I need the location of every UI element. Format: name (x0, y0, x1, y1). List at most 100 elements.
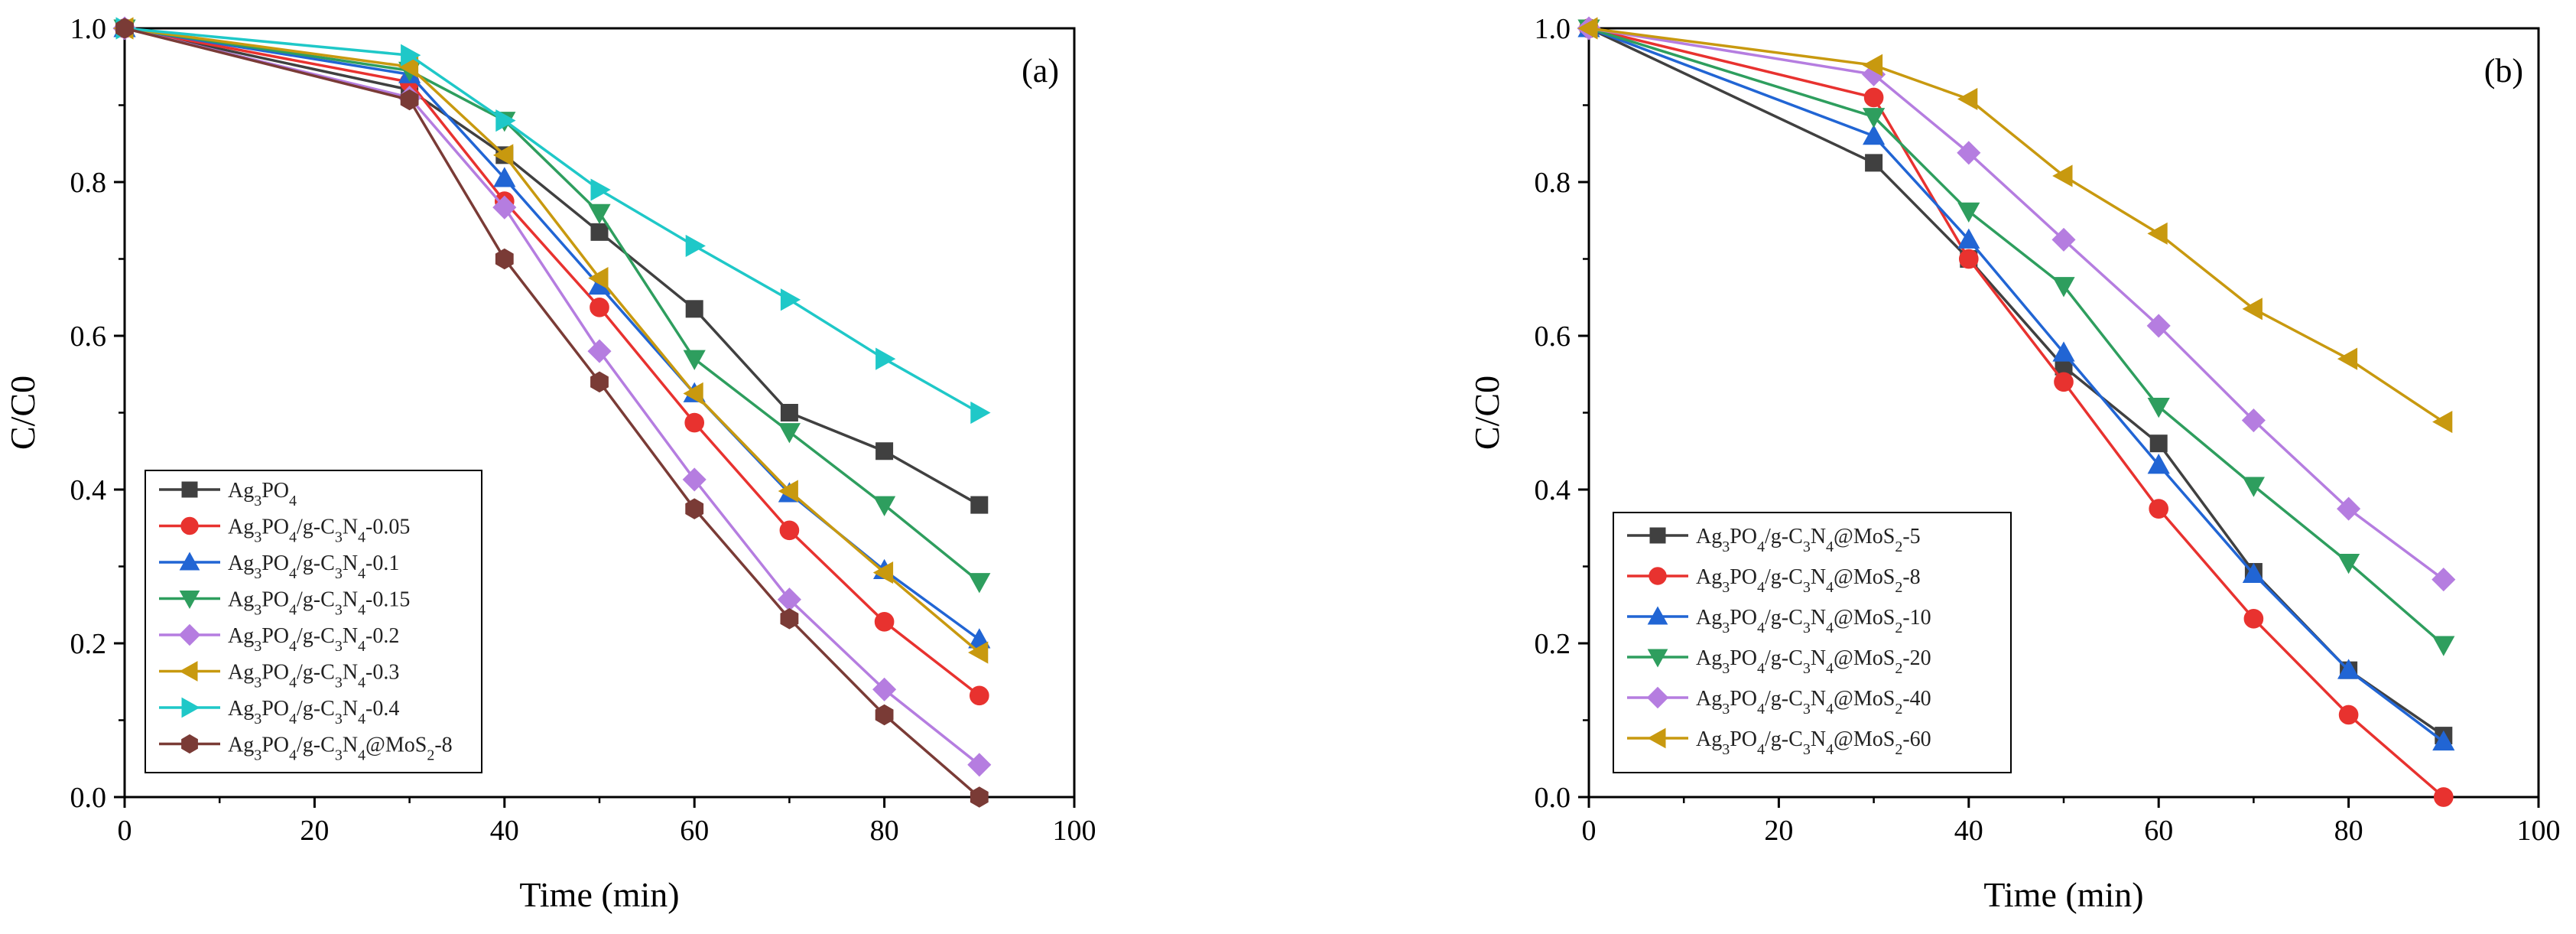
legend-swatch-marker (181, 734, 198, 754)
legend-swatch-marker (179, 661, 198, 682)
legend-swatch-marker (1647, 727, 1666, 749)
legend-label: Ag3PO4 (228, 479, 297, 509)
legend-label: Ag3PO4/g-C3N4@MoS2-40 (1696, 687, 1931, 718)
data-point (970, 786, 989, 808)
data-point (685, 300, 703, 318)
data-point (2337, 659, 2360, 679)
data-point (778, 423, 801, 444)
y-tick-label: 0.0 (1535, 782, 1571, 814)
data-point (590, 223, 609, 241)
legend-label: Ag3PO4/g-C3N4-0.2 (228, 624, 399, 655)
data-point (493, 167, 516, 187)
data-point (682, 467, 707, 492)
legend-box (145, 470, 482, 773)
data-point (780, 288, 801, 311)
data-point (2149, 434, 2168, 453)
series-line (1588, 27, 2444, 743)
data-point (874, 612, 895, 632)
data-point (2432, 730, 2455, 751)
legend-swatch-marker (181, 697, 200, 718)
legend-swatch-marker (180, 516, 199, 535)
data-point (2243, 609, 2264, 629)
data-point (588, 267, 609, 290)
x-tick-label: 40 (1954, 815, 1983, 847)
series-Ag3PO4/g-C3N4@MoS2-40 (1577, 16, 2456, 592)
data-point (1577, 17, 1598, 40)
legend-label: Ag3PO4/g-C3N4@MoS2-60 (1696, 727, 1931, 758)
series-Ag3PO4 (115, 19, 989, 514)
data-point (1957, 228, 1980, 249)
data-point (875, 704, 894, 726)
series-line (124, 27, 980, 415)
y-axis-label: C/C0 (3, 376, 42, 450)
y-tick-label: 0.2 (1535, 628, 1571, 660)
y-tick-label: 0.6 (70, 321, 107, 353)
data-point (1862, 54, 1883, 76)
y-tick-label: 0.0 (70, 782, 107, 814)
data-point (2431, 568, 2456, 592)
data-point (1957, 202, 1980, 223)
data-point (684, 412, 705, 433)
data-point (495, 248, 514, 270)
series-line (1588, 27, 2444, 424)
legend-swatch-marker (1646, 686, 1669, 709)
x-tick-label: 20 (300, 815, 329, 847)
legend-swatch-marker (179, 552, 200, 571)
data-point (872, 561, 894, 584)
data-point (969, 685, 989, 706)
x-axis-label: Time (min) (1983, 875, 2143, 914)
series-line (124, 27, 980, 583)
series-line (124, 27, 980, 799)
y-tick-label: 1.0 (1535, 13, 1571, 45)
data-point (588, 203, 611, 224)
legend-label: Ag3PO4/g-C3N4-0.05 (228, 516, 410, 546)
data-point (683, 382, 703, 405)
data-point (780, 608, 799, 630)
data-point (2338, 705, 2359, 725)
legend-swatch-marker (1647, 606, 1668, 625)
data-point (2052, 277, 2075, 298)
data-point (780, 404, 798, 421)
x-tick-label: 40 (490, 815, 519, 847)
x-tick-label: 60 (2144, 815, 2173, 847)
data-point (587, 339, 612, 363)
data-point (2337, 496, 2361, 521)
data-point (2052, 341, 2075, 362)
data-point (2432, 636, 2455, 656)
panel-label: (b) (2484, 52, 2523, 89)
x-tick-label: 0 (118, 815, 132, 847)
data-point (873, 496, 896, 516)
data-point (875, 442, 894, 460)
legend-label: Ag3PO4/g-C3N4@MoS2-10 (1696, 606, 1931, 636)
data-point (1958, 249, 1979, 269)
legend: Ag3PO4/g-C3N4@MoS2-5 Ag3PO4/g-C3N4@MoS2-8… (1613, 512, 2012, 773)
data-point (685, 234, 706, 258)
y-axis-label: C/C0 (1467, 376, 1506, 450)
legend-swatch-marker (181, 481, 198, 498)
y-tick-label: 0.6 (1535, 321, 1571, 353)
series-line (1588, 27, 2444, 646)
legend-label: Ag3PO4/g-C3N4@MoS2-5 (1696, 525, 1921, 555)
data-point (779, 520, 800, 541)
data-point (968, 641, 989, 664)
legend-label: Ag3PO4/g-C3N4@MoS2-8 (1696, 565, 1921, 596)
data-point (590, 178, 611, 201)
series-Ag3PO4/g-C3N4-0.4 (115, 17, 991, 425)
x-tick-label: 100 (2517, 815, 2561, 847)
data-point (2241, 408, 2266, 433)
data-point (590, 297, 609, 317)
data-point (2149, 499, 2169, 519)
y-tick-label: 0.2 (70, 628, 107, 660)
data-point (2054, 372, 2074, 392)
data-point (2147, 397, 2170, 418)
legend-label: Ag3PO4/g-C3N4-0.4 (228, 697, 399, 727)
series-line (124, 27, 980, 697)
x-tick-label: 80 (870, 815, 899, 847)
y-tick-label: 0.8 (1535, 167, 1571, 199)
data-point (495, 109, 516, 132)
legend-label: Ag3PO4/g-C3N4-0.1 (228, 552, 399, 582)
data-point (2242, 298, 2263, 321)
legend-swatch-marker (1649, 567, 1667, 585)
data-point (970, 496, 989, 514)
data-point (2242, 477, 2265, 497)
